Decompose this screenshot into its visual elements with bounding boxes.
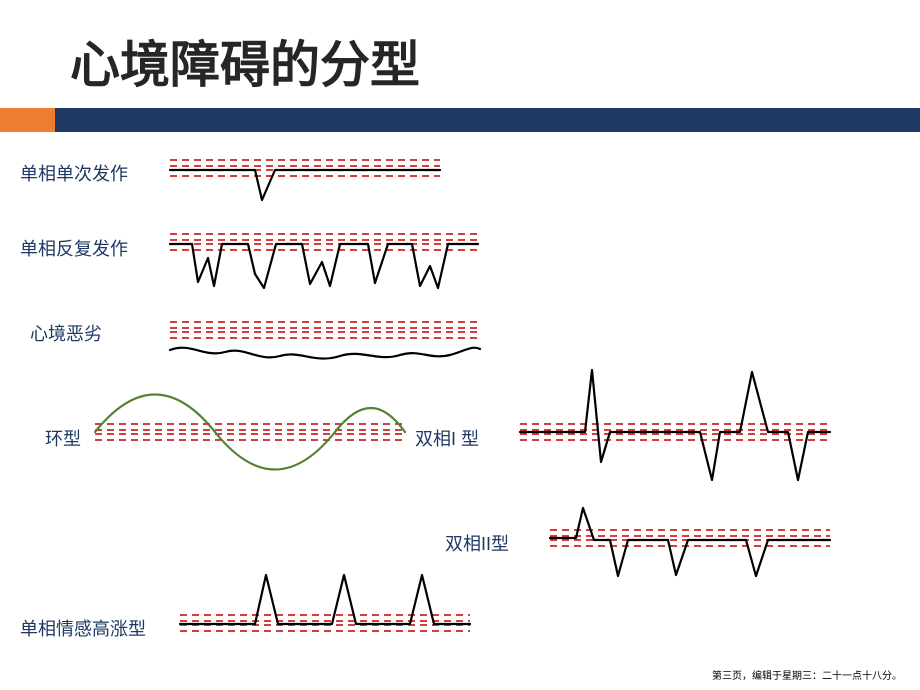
page-title: 心境障碍的分型 <box>70 25 420 97</box>
footer-text: 第三页，编辑于星期三：二十一点十八分。 <box>712 667 902 682</box>
dysthymia-curve <box>170 348 480 359</box>
bipolar1-curve <box>520 370 830 480</box>
mania-curve <box>180 575 470 624</box>
label-bipolar2: 双相II型 <box>445 530 509 556</box>
bipolar2-curve <box>550 508 830 576</box>
cyclo-curve <box>95 395 405 470</box>
label-recurrent: 单相反复发作 <box>20 235 128 261</box>
label-dysthymia: 心境恶劣 <box>30 320 102 346</box>
header-bar <box>55 108 920 132</box>
label-mania: 单相情感高涨型 <box>20 615 146 641</box>
label-bipolar1: 双相I 型 <box>415 425 479 451</box>
diagram-svg <box>0 0 920 690</box>
single-curve <box>170 170 440 200</box>
label-cyclothymia: 环型 <box>45 425 81 451</box>
accent-bar <box>0 108 55 132</box>
label-single-episode: 单相单次发作 <box>20 160 128 186</box>
recurrent-curve <box>170 244 478 288</box>
